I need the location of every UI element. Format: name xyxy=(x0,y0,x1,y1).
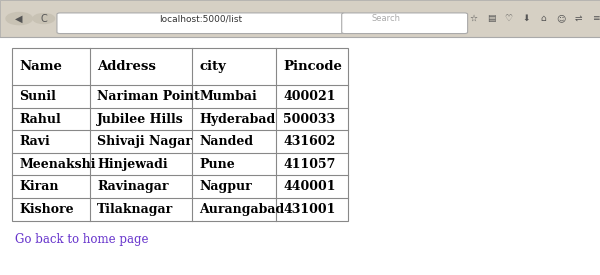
FancyBboxPatch shape xyxy=(12,48,348,221)
Text: Shivaji Nagar: Shivaji Nagar xyxy=(97,135,192,148)
Text: Sunil: Sunil xyxy=(19,90,56,103)
Text: ⬇: ⬇ xyxy=(522,14,530,23)
Text: 500033: 500033 xyxy=(283,112,335,126)
Text: Go back to home page: Go back to home page xyxy=(15,233,148,246)
Text: ◀: ◀ xyxy=(16,13,23,24)
Text: Nariman Point: Nariman Point xyxy=(97,90,200,103)
Text: C: C xyxy=(40,13,47,24)
Text: localhost:5000/list: localhost:5000/list xyxy=(159,14,242,23)
Text: ≡: ≡ xyxy=(592,14,599,23)
Text: Nagpur: Nagpur xyxy=(199,180,252,193)
Text: 440001: 440001 xyxy=(283,180,335,193)
Text: Hyderabad: Hyderabad xyxy=(199,112,275,126)
Text: Meenakshi: Meenakshi xyxy=(19,158,95,171)
Circle shape xyxy=(33,13,55,24)
Text: ⌂: ⌂ xyxy=(540,14,546,23)
FancyBboxPatch shape xyxy=(0,0,599,37)
Text: Pune: Pune xyxy=(199,158,235,171)
Circle shape xyxy=(6,12,32,25)
Text: Nanded: Nanded xyxy=(199,135,253,148)
Text: Kishore: Kishore xyxy=(19,203,74,216)
Text: ☺: ☺ xyxy=(556,14,565,23)
Text: Rahul: Rahul xyxy=(19,112,61,126)
Text: Name: Name xyxy=(19,60,62,73)
Text: Jubilee Hills: Jubilee Hills xyxy=(97,112,184,126)
Text: Search: Search xyxy=(371,14,401,23)
Text: ☆: ☆ xyxy=(470,14,478,23)
Text: Hinjewadi: Hinjewadi xyxy=(97,158,168,171)
Text: Tilaknagar: Tilaknagar xyxy=(97,203,173,216)
Text: city: city xyxy=(199,60,226,73)
Text: ♡: ♡ xyxy=(505,14,512,23)
Text: Kiran: Kiran xyxy=(19,180,59,193)
FancyBboxPatch shape xyxy=(342,13,467,34)
FancyBboxPatch shape xyxy=(0,37,599,275)
Text: Pincode: Pincode xyxy=(283,60,342,73)
Text: 400021: 400021 xyxy=(283,90,335,103)
Text: 431602: 431602 xyxy=(283,135,335,148)
Text: 431001: 431001 xyxy=(283,203,335,216)
Text: ⇌: ⇌ xyxy=(574,14,581,23)
Text: 411057: 411057 xyxy=(283,158,335,171)
FancyBboxPatch shape xyxy=(57,13,345,34)
Text: Ravi: Ravi xyxy=(19,135,50,148)
Text: ▤: ▤ xyxy=(487,14,495,23)
Text: Address: Address xyxy=(97,60,156,73)
Text: Mumbai: Mumbai xyxy=(199,90,257,103)
Text: Ravinagar: Ravinagar xyxy=(97,180,169,193)
Text: Aurangabad: Aurangabad xyxy=(199,203,284,216)
